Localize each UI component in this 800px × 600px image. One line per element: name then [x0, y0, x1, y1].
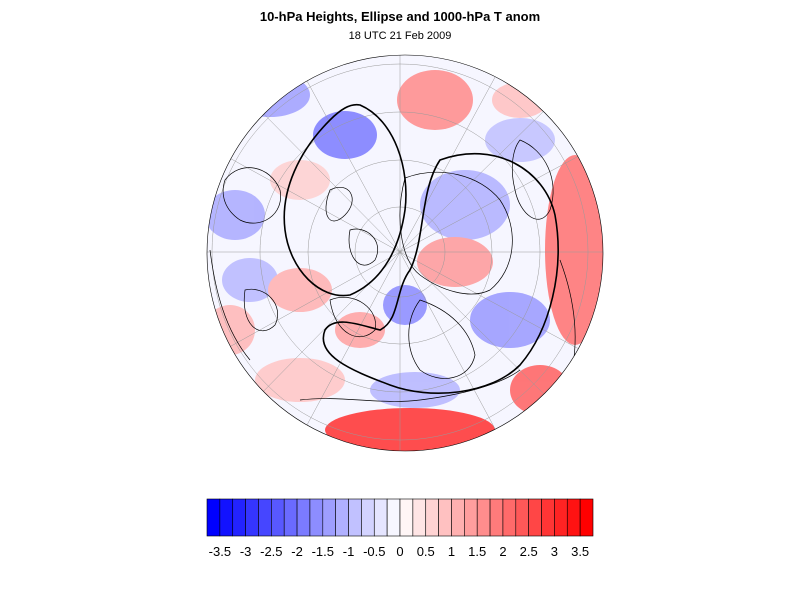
warm-anomaly [268, 268, 332, 312]
colorbar-boxes [206, 498, 594, 537]
height-contours [283, 103, 559, 394]
vortex-contour [283, 103, 407, 297]
colorbar-box [412, 498, 427, 537]
colorbar-box [566, 498, 581, 537]
colorbar-tick-label: -1 [343, 544, 355, 559]
colorbar-tick-label: 1 [448, 544, 455, 559]
colorbar-box [309, 498, 324, 537]
colorbar-box [386, 498, 401, 537]
colorbar-tick-label: 2.5 [520, 544, 538, 559]
colorbar-box [361, 498, 375, 537]
colorbar-box [245, 498, 259, 537]
colorbar-tick-label: -2.5 [260, 544, 282, 559]
colorbar-box [373, 498, 388, 537]
colorbar-tick-label: 2 [499, 544, 506, 559]
cold-anomaly [313, 111, 377, 159]
colorbar-box [219, 498, 234, 537]
colorbar-box [271, 498, 285, 537]
colorbar-tick-label: -3.5 [209, 544, 231, 559]
map-subtitle: 18 UTC 21 Feb 2009 [348, 30, 452, 42]
colorbar-labels: -3.5 -3 -2.5 -2 -1.5 -1 -0.5 0 0.5 1 1.5 2 2.5 3 3.5 [209, 544, 590, 559]
colorbar-box [502, 498, 517, 537]
colorbar-tick-label: 0.5 [417, 544, 435, 559]
colorbar-box [232, 498, 246, 537]
colorbar-box [296, 498, 311, 537]
coastlines [209, 139, 576, 402]
warm-anomaly [397, 70, 473, 130]
colorbar-box [579, 498, 594, 537]
cold-anomaly [470, 292, 550, 348]
map-canvas [207, 55, 603, 451]
colorbar-box [528, 498, 542, 537]
colorbar-tick-label: -3 [240, 544, 252, 559]
colorbar-box [438, 498, 452, 537]
colorbar-box [335, 498, 349, 537]
colorbar-tick-label: -1.5 [312, 544, 334, 559]
colorbar-box [476, 498, 491, 537]
colorbar-tick-label: -2 [291, 544, 303, 559]
anomaly-shading [207, 70, 603, 451]
colorbar-box [489, 498, 504, 537]
colorbar-box [258, 498, 272, 537]
cold-anomaly [370, 372, 460, 408]
warm-anomaly [417, 237, 493, 287]
colorbar-box [283, 498, 298, 537]
cold-anomaly [222, 258, 278, 302]
ellipse-contour [322, 152, 559, 394]
cold-anomaly [420, 170, 510, 240]
warm-anomaly [545, 155, 603, 345]
warm-anomaly [325, 408, 495, 451]
colorbar-tick-label: 1.5 [468, 544, 486, 559]
colorbar-box [464, 498, 478, 537]
warm-anomaly [270, 160, 330, 200]
colorbar-box [348, 498, 362, 537]
warm-anomaly [335, 312, 385, 348]
colorbar-tick-label: -0.5 [363, 544, 385, 559]
colorbar-tick-label: 0 [396, 544, 403, 559]
cold-anomaly [383, 285, 427, 325]
colorbar-box [451, 498, 465, 537]
map-title: 10-hPa Heights, Ellipse and 1000-hPa T a… [259, 9, 541, 24]
colorbar-box [515, 498, 529, 537]
colorbar-box [425, 498, 439, 537]
colorbar-box [399, 498, 414, 537]
colorbar-box [541, 498, 555, 537]
colorbar-tick-label: 3 [551, 544, 558, 559]
warm-anomaly [255, 358, 345, 402]
colorbar-box [554, 498, 568, 537]
graticule [207, 55, 603, 451]
colorbar-box [322, 498, 336, 537]
cold-anomaly [207, 190, 265, 240]
colorbar-tick-label: 3.5 [571, 544, 589, 559]
map-border [206, 54, 604, 452]
colorbar-box [206, 498, 221, 537]
